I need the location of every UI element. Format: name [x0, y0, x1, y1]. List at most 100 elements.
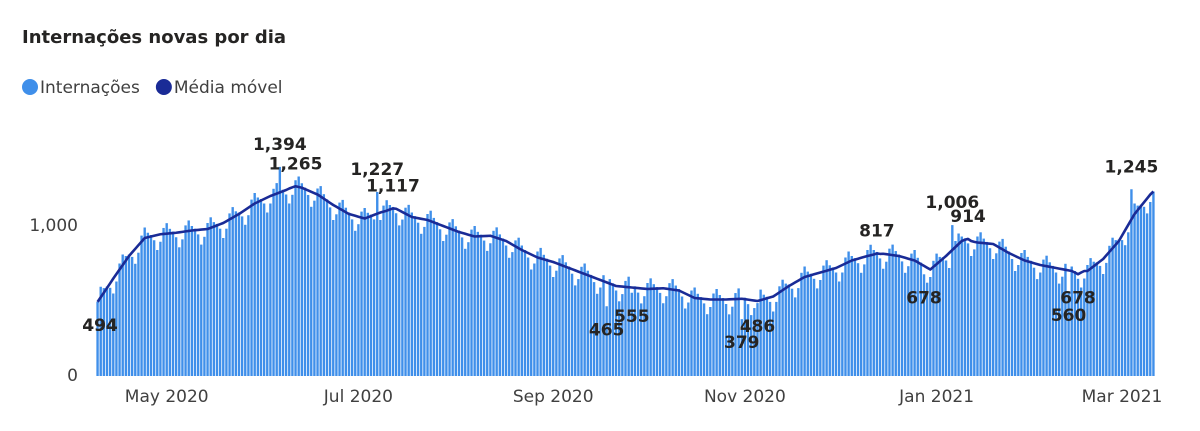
bar [460, 237, 464, 376]
bar [743, 297, 747, 376]
bar [520, 245, 523, 376]
bar [966, 243, 970, 376]
bar [165, 223, 168, 376]
bar [495, 227, 498, 376]
bar [759, 289, 762, 376]
bar [162, 227, 165, 376]
bar [143, 227, 146, 376]
bar [938, 256, 941, 376]
bar [1023, 250, 1026, 376]
bar [941, 257, 945, 376]
bar [306, 194, 310, 376]
bar [146, 232, 150, 376]
bar [614, 290, 618, 376]
bar [944, 260, 948, 376]
bar [652, 284, 655, 376]
bar [621, 294, 624, 376]
data-label: 555 [614, 307, 650, 327]
bar [1098, 265, 1102, 376]
bar [294, 180, 297, 376]
bar [564, 262, 567, 376]
bar [1070, 266, 1073, 376]
data-label: 1,245 [1105, 157, 1159, 177]
bar [976, 236, 979, 376]
bar [526, 257, 530, 376]
bar [731, 306, 734, 376]
bar [847, 251, 850, 376]
bar [605, 306, 608, 376]
bar [712, 293, 715, 376]
bar [404, 207, 407, 376]
bar [677, 289, 681, 376]
bar [350, 219, 354, 376]
bar [451, 219, 454, 376]
bar [979, 232, 982, 376]
legend-label: Média móvel [174, 78, 283, 98]
bar [234, 211, 238, 376]
bar [272, 188, 275, 376]
bar [790, 288, 794, 376]
bar [897, 254, 901, 376]
bar [313, 200, 316, 376]
bar [1013, 271, 1017, 376]
bar [753, 308, 756, 376]
bar [517, 237, 520, 376]
bar [910, 253, 913, 376]
bar [806, 271, 809, 376]
bar [244, 224, 247, 376]
bar [482, 240, 486, 376]
data-label: 678 [1060, 288, 1096, 308]
bar [982, 238, 985, 376]
bar [878, 258, 882, 376]
bar [888, 248, 891, 376]
bar [222, 238, 225, 376]
bar [1127, 232, 1130, 376]
bar [552, 277, 555, 376]
bar [611, 283, 615, 376]
bar [960, 236, 963, 376]
bar [454, 226, 458, 376]
bar [1076, 278, 1080, 376]
bar [998, 241, 1001, 376]
bar [1001, 238, 1004, 376]
bar [391, 206, 395, 376]
bar [693, 287, 696, 376]
bar [102, 288, 106, 376]
bar [379, 220, 382, 376]
bar [118, 263, 121, 376]
bar [567, 266, 571, 376]
bar [709, 307, 712, 376]
bar [988, 248, 992, 376]
bar [168, 228, 172, 376]
bar [159, 241, 162, 376]
bar [303, 187, 307, 376]
bar [947, 268, 951, 376]
bar [432, 217, 436, 376]
bar [772, 311, 775, 376]
bar [665, 296, 668, 376]
bar [130, 256, 134, 376]
bar [1111, 237, 1114, 376]
bar [196, 234, 200, 376]
bar [1007, 251, 1011, 376]
bar [275, 183, 278, 376]
bar [215, 223, 219, 376]
data-label: 379 [724, 333, 760, 353]
bar [435, 222, 439, 376]
bar [1010, 259, 1014, 376]
bar [925, 282, 929, 376]
bar [105, 286, 109, 376]
bar [347, 212, 351, 376]
data-label: 817 [859, 221, 895, 241]
bar [819, 280, 822, 376]
bar [325, 199, 329, 376]
bar [1108, 245, 1111, 376]
bar [715, 289, 718, 376]
data-label: 678 [906, 288, 942, 308]
bar [212, 222, 216, 376]
bar [137, 252, 140, 376]
bar [951, 225, 954, 376]
bar [696, 293, 699, 376]
bar [492, 230, 495, 376]
